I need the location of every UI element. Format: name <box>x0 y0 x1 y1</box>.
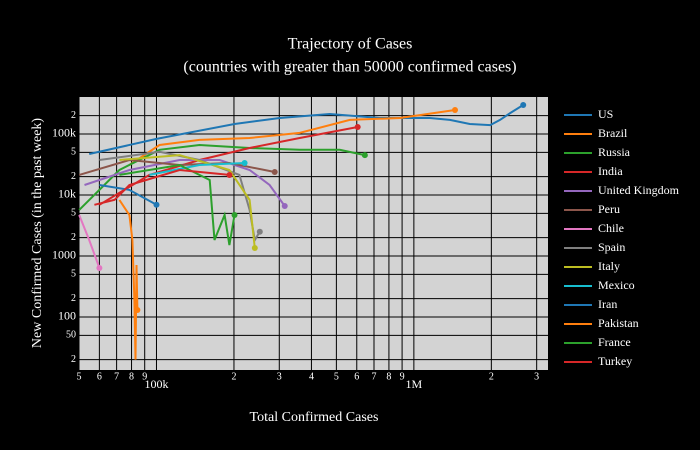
legend-label: France <box>598 335 631 349</box>
series-line <box>99 184 157 206</box>
x-tick-label: 3 <box>534 371 539 382</box>
y-tick-label: 5 <box>71 147 76 158</box>
series-lines <box>78 101 527 360</box>
y-tick-label: 5 <box>71 208 76 219</box>
x-tick-label: 7 <box>371 371 376 382</box>
legend-label: Russia <box>598 145 631 159</box>
end-marker <box>241 159 248 166</box>
x-tick-label: 6 <box>354 371 359 382</box>
end-marker <box>452 107 459 114</box>
end-marker <box>520 101 527 108</box>
plot-area <box>79 97 548 370</box>
y-tick-label: 5 <box>71 269 76 280</box>
x-tick-label: 4 <box>309 371 314 382</box>
legend-label: United Kingdom <box>598 183 680 197</box>
legend-label: Pakistan <box>598 316 639 330</box>
y-tick-label: 50 <box>66 330 76 341</box>
legend-label: Brazil <box>598 126 628 140</box>
chart-title: Trajectory of Cases <box>288 36 413 53</box>
series-line <box>128 109 456 166</box>
series-line <box>78 214 101 269</box>
end-marker <box>354 124 361 131</box>
y-axis-title: New Confirmed Cases (in the past week) <box>30 118 45 348</box>
x-tick-label: 5 <box>77 371 82 382</box>
y-tick-label: 2 <box>71 171 76 182</box>
y-tick-label: 2 <box>71 293 76 304</box>
x-tick-label: 1M <box>406 377 423 391</box>
y-tick-label: 10k <box>58 187 76 201</box>
legend-label: Mexico <box>598 278 635 292</box>
end-marker <box>231 211 238 218</box>
x-tick-label: 100k <box>144 377 168 391</box>
series-line <box>78 143 366 211</box>
series-line <box>119 154 256 249</box>
x-tick-label: 8 <box>129 371 134 382</box>
series-line <box>149 162 245 176</box>
series-line <box>88 104 524 155</box>
end-marker <box>96 264 103 271</box>
end-marker <box>361 152 368 159</box>
legend-label: Turkey <box>598 354 632 368</box>
legend-label: Italy <box>598 259 620 273</box>
x-tick-label: 2 <box>489 371 494 382</box>
legend-label: Iran <box>598 297 617 311</box>
series-line <box>84 159 286 207</box>
x-axis-title: Total Confirmed Cases <box>250 410 379 425</box>
legend-label: Chile <box>598 221 624 235</box>
y-tick-label: 100k <box>52 126 76 140</box>
x-tick-label: 9 <box>400 371 405 382</box>
end-marker <box>271 169 278 176</box>
x-tick-label: 2 <box>231 371 236 382</box>
grid <box>78 97 548 370</box>
series-line <box>118 199 139 360</box>
end-marker <box>226 171 233 178</box>
y-tick-label: 2 <box>71 232 76 243</box>
chart-subtitle: (countries with greater than 50000 confi… <box>183 59 516 76</box>
x-tick-label: 6 <box>97 371 102 382</box>
series-line <box>94 168 230 206</box>
x-tick-label: 8 <box>386 371 391 382</box>
end-marker <box>256 228 263 235</box>
end-marker <box>134 307 141 314</box>
legend-label: Spain <box>598 240 625 254</box>
series-line <box>98 126 358 206</box>
x-tick-label: 3 <box>277 371 282 382</box>
y-tick-label: 2 <box>71 110 76 121</box>
x-tick-label: 7 <box>114 371 119 382</box>
end-marker <box>281 202 288 209</box>
y-tick-label: 2 <box>71 354 76 365</box>
end-marker <box>251 245 258 252</box>
y-tick-label: 1000 <box>52 248 76 262</box>
y-tick-label: 100 <box>58 309 76 323</box>
legend-label: India <box>598 164 623 178</box>
legend-label: US <box>598 107 613 121</box>
legend-label: Peru <box>598 202 620 216</box>
series-line <box>119 163 236 246</box>
end-marker <box>153 201 160 208</box>
x-tick-label: 9 <box>142 371 147 382</box>
x-tick-label: 5 <box>334 371 339 382</box>
